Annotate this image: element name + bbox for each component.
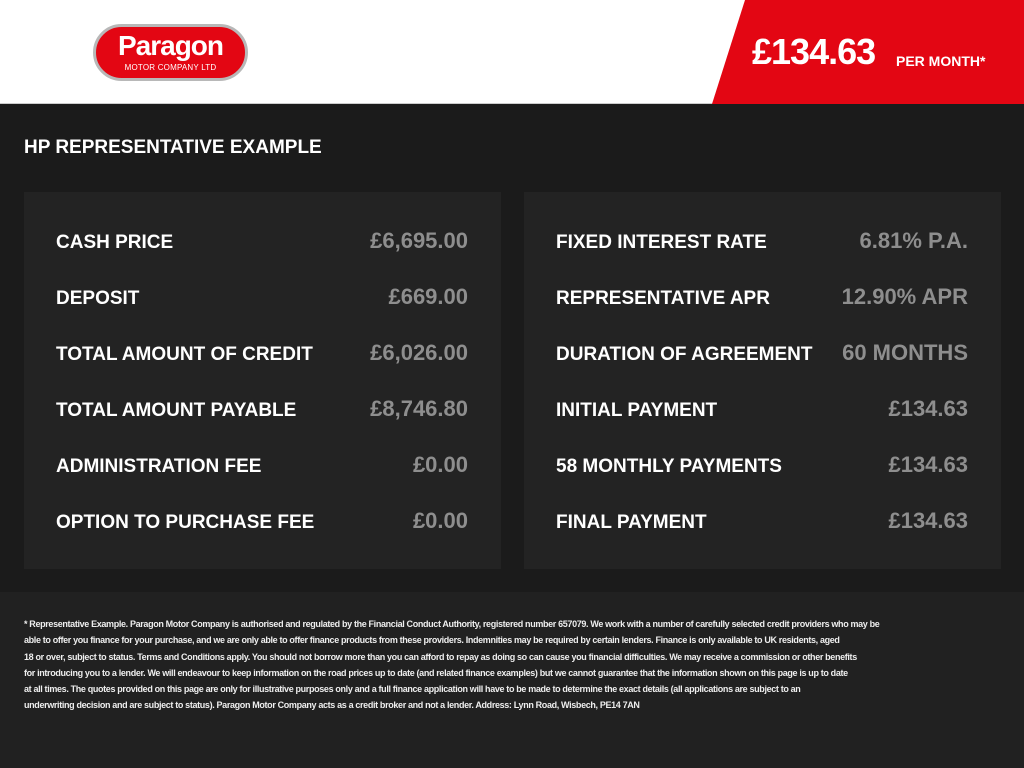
- disclaimer-line: at all times. The quotes provided on thi…: [24, 684, 801, 695]
- row-value: 60 MONTHS: [842, 340, 968, 365]
- row-label: FINAL PAYMENT: [556, 512, 707, 533]
- logo-subtitle: MOTOR COMPANY LTD: [124, 63, 217, 72]
- disclaimer-line: for introducing you to a lender. We will…: [24, 667, 848, 678]
- finance-row: TOTAL AMOUNT OF CREDIT £6,026.00: [56, 340, 468, 370]
- finance-row: OPTION TO PURCHASE FEE £0.00: [56, 508, 468, 538]
- page-title: HP REPRESENTATIVE EXAMPLE: [24, 137, 322, 158]
- finance-row: TOTAL AMOUNT PAYABLE £8,746.80: [56, 396, 468, 426]
- row-value: £6,026.00: [370, 340, 468, 365]
- row-value: £134.63: [888, 452, 968, 477]
- finance-panel-left: CASH PRICE £6,695.00 DEPOSIT £669.00 TOTAL A…: [24, 192, 501, 569]
- row-label: TOTAL AMOUNT PAYABLE: [56, 400, 297, 421]
- finance-row: FIXED INTEREST RATE 6.81% P.A.: [556, 228, 968, 258]
- finance-panel-right: FIXED INTEREST RATE 6.81% P.A. REPRESENTAT…: [524, 192, 1001, 569]
- disclaimer-line: underwriting decision and are subject to…: [24, 700, 640, 711]
- finance-row: 58 MONTHLY PAYMENTS £134.63: [556, 452, 968, 482]
- row-label: 58 MONTHLY PAYMENTS: [556, 456, 782, 477]
- price-banner: [712, 0, 1024, 104]
- row-value: £134.63: [888, 508, 968, 533]
- per-month-label: PER MONTH*: [896, 53, 986, 69]
- row-label: OPTION TO PURCHASE FEE: [56, 512, 315, 533]
- finance-row: DEPOSIT £669.00: [56, 284, 468, 314]
- finance-row: ADMINISTRATION FEE £0.00: [56, 452, 468, 482]
- row-value: £0.00: [412, 508, 468, 533]
- row-value: £6,695.00: [370, 228, 468, 253]
- disclaimer-text: * Representative Example. Paragon Motor …: [24, 616, 1000, 714]
- finance-row: REPRESENTATIVE APR 12.90% APR: [556, 284, 968, 314]
- row-label: CASH PRICE: [56, 232, 174, 253]
- footer: [0, 592, 1024, 768]
- finance-row: CASH PRICE £6,695.00: [56, 228, 468, 258]
- paragon-logo[interactable]: Paragon MOTOR COMPANY LTD: [93, 24, 248, 81]
- row-label: REPRESENTATIVE APR: [556, 288, 770, 309]
- row-label: TOTAL AMOUNT OF CREDIT: [56, 344, 313, 365]
- row-label: INITIAL PAYMENT: [556, 400, 718, 421]
- disclaimer-line: able to offer you finance for your purch…: [24, 635, 840, 646]
- monthly-price: £134.63: [752, 31, 876, 72]
- row-value: £669.00: [388, 284, 468, 309]
- finance-row: DURATION OF AGREEMENT 60 MONTHS: [556, 340, 968, 370]
- row-label: FIXED INTEREST RATE: [556, 232, 767, 253]
- disclaimer-line: * Representative Example. Paragon Motor …: [24, 619, 880, 629]
- finance-row: INITIAL PAYMENT £134.63: [556, 396, 968, 426]
- row-label: DURATION OF AGREEMENT: [556, 344, 813, 365]
- row-value: 6.81% P.A.: [859, 228, 968, 253]
- finance-row: FINAL PAYMENT £134.63: [556, 508, 968, 538]
- row-value: £134.63: [888, 396, 968, 421]
- logo-name: Paragon: [117, 30, 224, 61]
- row-label: DEPOSIT: [56, 288, 140, 309]
- row-value: £8,746.80: [370, 396, 468, 421]
- row-label: ADMINISTRATION FEE: [56, 456, 262, 477]
- row-value: 12.90% APR: [841, 284, 968, 309]
- row-value: £0.00: [412, 452, 468, 477]
- disclaimer-line: 18 or over, subject to status. Terms and…: [24, 651, 857, 662]
